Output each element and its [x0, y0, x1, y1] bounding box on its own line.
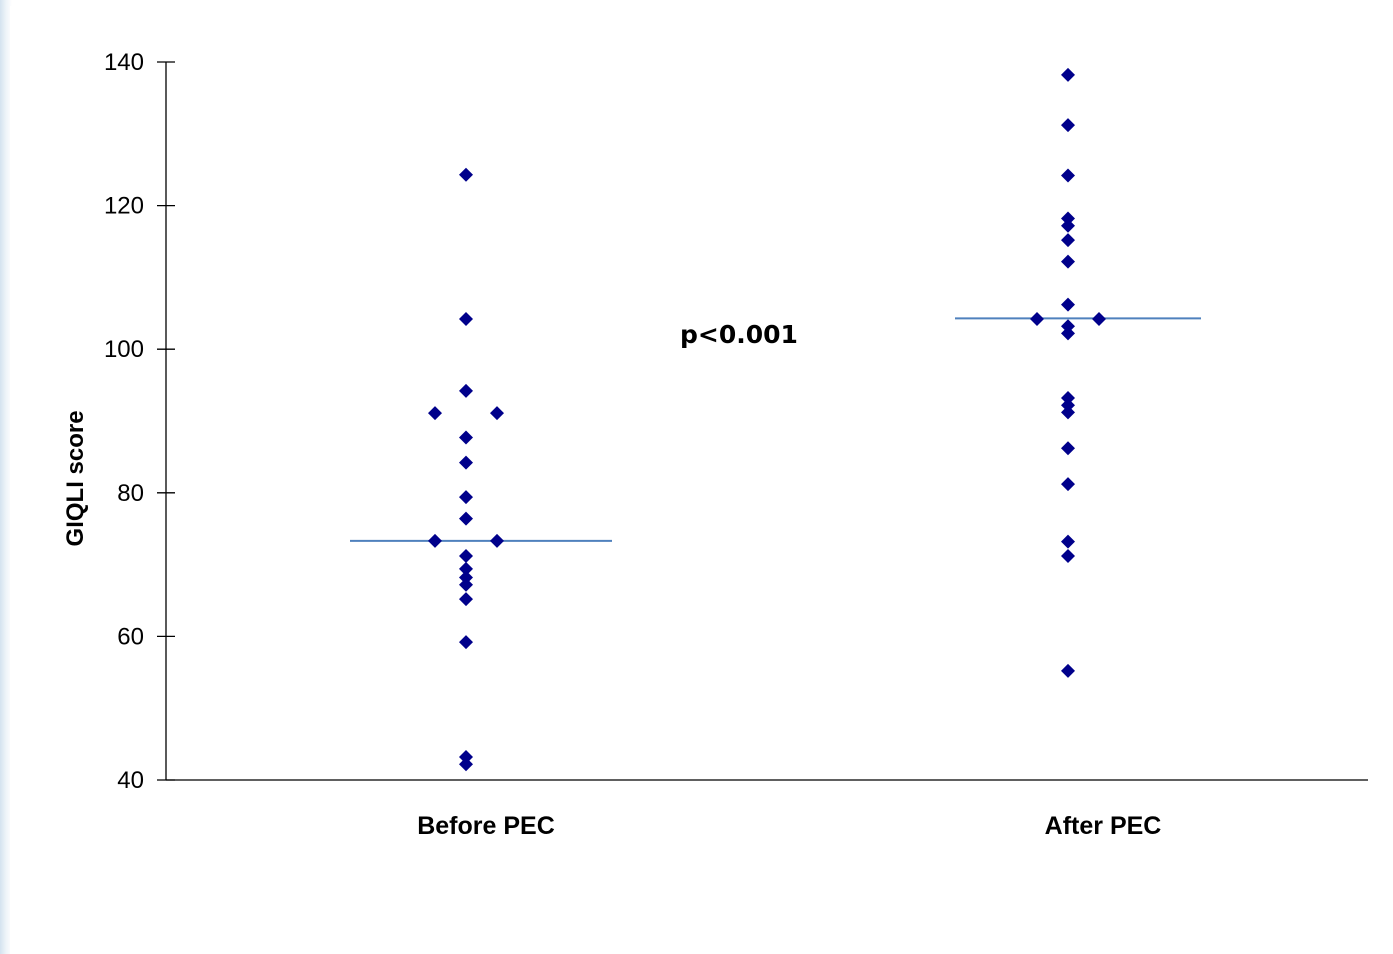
data-point-diamond: [1030, 312, 1044, 327]
axes: [157, 61, 1368, 781]
data-point-diamond: [1092, 312, 1106, 327]
data-point-diamond: [428, 533, 442, 548]
data-point-diamond: [459, 750, 473, 765]
data-point-diamond: [459, 511, 473, 526]
data-point-diamond: [459, 561, 473, 576]
data-point-diamond: [1061, 441, 1075, 456]
data-point-diamond: [459, 570, 473, 585]
data-point-diamond: [459, 455, 473, 470]
data-point-diamond: [459, 490, 473, 505]
data-point-diamond: [459, 383, 473, 398]
data-point-diamond: [459, 430, 473, 445]
data-point-diamond: [459, 577, 473, 592]
labels: 40 60 80 100 120 140 GIQLI score Before PEC Afte…: [62, 49, 1161, 840]
data-point-diamond: [428, 406, 442, 421]
y-tick-label: 80: [117, 480, 144, 507]
data-point-diamond: [1061, 326, 1075, 341]
data-point-diamond: [1061, 218, 1075, 233]
data-point-diamond: [1061, 233, 1075, 248]
y-tick-label: 120: [104, 193, 144, 220]
data-point-diamond: [1061, 398, 1075, 413]
data-point-diamond: [459, 757, 473, 772]
data-point-diamond: [459, 635, 473, 650]
data-point-diamond: [1061, 548, 1075, 563]
y-tick-label: 60: [117, 623, 144, 650]
x-category-label: After PEC: [1045, 812, 1162, 840]
data-point-diamond: [459, 312, 473, 327]
data-point-diamond: [1061, 297, 1075, 312]
data-point-diamond: [1061, 534, 1075, 549]
data-point-diamond: [1061, 663, 1075, 678]
y-tick-label: 140: [104, 49, 144, 76]
data-point-diamond: [490, 406, 504, 421]
data-point-diamond: [459, 592, 473, 607]
median-lines: [350, 317, 1201, 542]
data-point-diamond: [1061, 67, 1075, 82]
data-point-diamond: [1061, 477, 1075, 492]
p-value-annotation: p<0.001: [680, 320, 798, 349]
data-point-diamond: [1061, 118, 1075, 133]
data-point-diamond: [1061, 319, 1075, 334]
data-point-diamond: [459, 548, 473, 563]
data-points: [428, 67, 1106, 772]
data-point-diamond: [1061, 168, 1075, 183]
y-tick-label: 40: [117, 767, 144, 794]
data-point-diamond: [1061, 391, 1075, 406]
data-point-diamond: [1061, 405, 1075, 420]
x-category-label: Before PEC: [417, 812, 555, 840]
data-point-diamond: [1061, 254, 1075, 269]
y-tick-label: 100: [104, 336, 144, 363]
data-point-diamond: [490, 533, 504, 548]
y-axis-title: GIQLI score: [62, 410, 89, 546]
data-point-diamond: [459, 167, 473, 182]
data-point-diamond: [1061, 211, 1075, 226]
chart-panel: [10, 6, 1393, 954]
